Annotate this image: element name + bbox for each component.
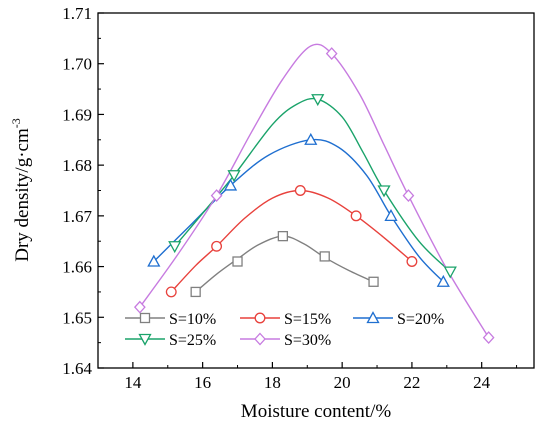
y-tick-label: 1.66 bbox=[62, 258, 92, 277]
y-tick-label: 1.64 bbox=[62, 359, 92, 378]
data-point bbox=[482, 331, 495, 345]
data-point bbox=[368, 276, 379, 287]
data-point bbox=[350, 210, 362, 222]
legend-label: S=10% bbox=[169, 311, 216, 328]
x-tick-label: 20 bbox=[334, 373, 351, 392]
data-point bbox=[210, 189, 223, 203]
y-tick-label: 1.69 bbox=[62, 105, 92, 124]
data-point bbox=[168, 241, 182, 254]
legend-label: S=20% bbox=[397, 311, 444, 328]
x-tick-label: 24 bbox=[473, 373, 491, 392]
legend-marker bbox=[254, 332, 266, 346]
data-point bbox=[232, 256, 243, 267]
y-axis-label-main: Dry density/g·cm bbox=[12, 128, 33, 262]
data-point bbox=[304, 132, 318, 145]
data-point bbox=[227, 170, 241, 183]
y-tick-label: 1.70 bbox=[62, 55, 92, 74]
data-point bbox=[165, 286, 177, 298]
data-point bbox=[147, 254, 161, 267]
data-point bbox=[211, 240, 223, 252]
x-tick-label: 22 bbox=[403, 373, 420, 392]
data-point bbox=[325, 47, 338, 61]
legend-marker bbox=[139, 312, 151, 324]
data-point bbox=[190, 286, 201, 298]
data-point bbox=[384, 209, 398, 222]
y-axis-label-exponent: -3 bbox=[9, 118, 23, 128]
data-point bbox=[133, 300, 146, 314]
data-point bbox=[443, 266, 457, 279]
data-point bbox=[406, 256, 418, 267]
y-axis-label: Dry density/g·cm-3 bbox=[9, 118, 33, 262]
data-point bbox=[377, 185, 391, 198]
x-tick-label: 16 bbox=[194, 373, 211, 392]
data-point bbox=[277, 230, 289, 242]
legend: S=10% S=15% S=20% S=25% S=30% bbox=[125, 311, 444, 349]
data-point bbox=[311, 94, 325, 107]
legend-marker bbox=[366, 311, 380, 324]
y-tick-label: 1.67 bbox=[62, 207, 92, 226]
legend-label: S=15% bbox=[284, 311, 331, 328]
y-tick-label: 1.71 bbox=[62, 4, 92, 23]
legend-label: S=30% bbox=[284, 332, 331, 349]
data-point bbox=[319, 251, 330, 262]
x-axis-label: Moisture content/% bbox=[241, 401, 392, 422]
legend-marker bbox=[138, 333, 152, 346]
data-point bbox=[436, 274, 450, 287]
series-line-4 bbox=[139, 43, 490, 338]
data-point bbox=[223, 178, 238, 191]
x-tick-label: 18 bbox=[264, 373, 281, 392]
series-line-0 bbox=[195, 235, 374, 293]
data-point bbox=[294, 185, 306, 196]
legend-label: S=25% bbox=[169, 332, 216, 349]
axis-ticks: 14 16 18 20 22 24 1.64 1.65 1.66 1.67 1.68 1.69 1.70… bbox=[62, 4, 518, 392]
series-line-1 bbox=[170, 189, 413, 293]
series-line-2 bbox=[153, 138, 444, 283]
data-point bbox=[402, 189, 415, 203]
y-tick-label: 1.68 bbox=[62, 156, 92, 175]
y-tick-label: 1.65 bbox=[62, 308, 92, 327]
legend-marker bbox=[254, 312, 266, 324]
series-markers bbox=[133, 47, 495, 345]
x-tick-label: 14 bbox=[124, 373, 142, 392]
